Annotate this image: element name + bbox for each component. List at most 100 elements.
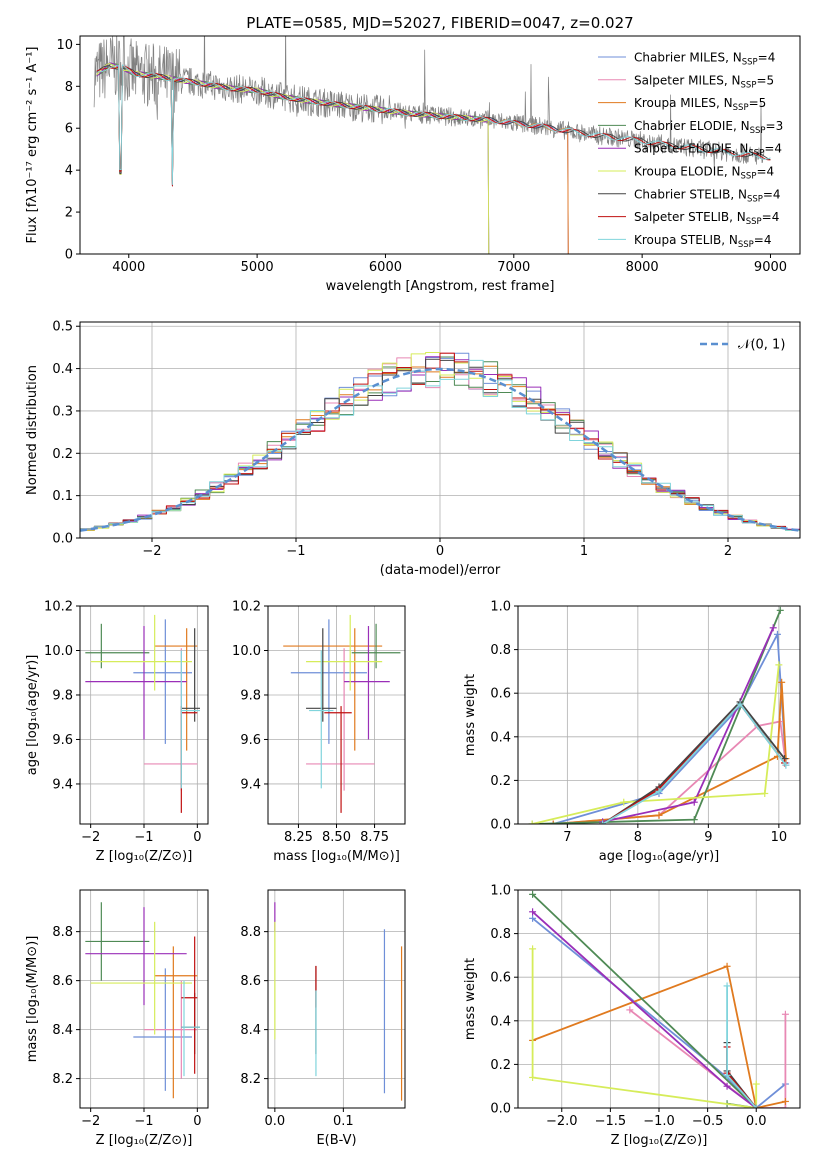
legend-label: Kroupa ELODIE, NSSP=4 [634,165,774,182]
legend-label-text: Salpeter ELODIE, N [634,142,748,156]
x-tick-label: 5000 [241,260,274,275]
model-line-kroupa_miles [96,64,569,254]
x-tick-label: 8.75 [360,830,389,845]
y-tick-label: 8.6 [240,974,261,989]
y-tick-label: 8.8 [240,925,261,940]
y-tick-label: 8.8 [52,925,73,940]
legend-label: Chabrier STELIB, NSSP=4 [634,187,781,204]
x-tick-label: 1 [580,544,588,559]
chart-mass_vs_Z: −2 −1 0 8.2 8.4 8.6 8.8 Z [log₁₀(Z/Z⊙)] mass [lo… [25,889,209,1148]
legend-label-sub: SSP [747,194,763,204]
x-tick-label: 0.1 [333,1114,354,1129]
plot-area [528,606,790,824]
y-tick-label: 9.8 [52,688,73,703]
y-tick-label: 0.0 [52,532,73,547]
legend-label-suffix: =3 [766,119,784,133]
y-tick-label: 6 [65,122,73,137]
legend-label-sub: SSP [741,80,757,90]
y-tick-label: 0.2 [490,774,511,789]
x-tick-label: 8000 [626,260,659,275]
series-line-chabrier_stelib [602,701,786,824]
series-line-kroupa_elodie [531,664,780,824]
legend-label-suffix: =4 [754,233,772,247]
legend-label-suffix: =5 [756,73,774,87]
y-tick-label: 2 [65,206,73,221]
plot-area [274,902,403,1101]
x-tick-label: −1 [134,830,153,845]
chart-age_vs_Z: −2 −1 0 9.4 9.6 9.8 10.0 10.2 Z [log₁₀(Z/Z⊙)] age… [25,600,209,864]
legend-label-sub: SSP [733,103,749,113]
y-tick-label: 8.6 [52,974,73,989]
x-tick-label: −2 [142,544,161,559]
plot-area [93,36,771,254]
x-tick-label: −1.5 [595,1114,627,1129]
legend-label-text: Chabrier MILES, N [634,51,742,65]
x-tick-label: 0 [193,1114,201,1129]
y-tick-label: 0.6 [490,687,511,702]
x-axis-label: Z [log₁₀(Z/Z⊙)] [611,1133,708,1148]
chart-age_vs_mass: 8.25 8.50 8.75 9.4 9.6 9.8 10.0 10.2 mass [log₁₀… [232,600,406,864]
legend-label: Kroupa STELIB, NSSP=4 [634,233,772,250]
x-axis-label: wavelength [Angstrom, rest frame] [326,279,555,294]
y-tick-label: 1.0 [490,884,511,899]
model-line-salpeter_miles [96,64,569,254]
axes-frame [267,889,406,1109]
legend-label-suffix: =4 [756,165,774,179]
legend-label: Chabrier ELODIE, NSSP=3 [634,119,783,136]
y-tick-label: 8.4 [240,1023,261,1038]
x-axis-label: Z [log₁₀(Z/Z⊙)] [96,1133,193,1148]
x-axis-label: age [log₁₀(age/yr)] [599,849,720,864]
y-tick-label: 0.2 [52,447,73,462]
x-tick-label: −2 [81,830,100,845]
legend-label-suffix: =4 [763,187,781,201]
chart-massweight_vs_Z: −2.0 −1.5 −1.0 −0.5 0.0 0.0 0.2 0.4 0.6 0.8 1.0 Z [… [463,884,801,1148]
y-tick-label: 9.4 [240,777,261,792]
series-line-chabrier_elodie [531,893,758,1108]
series-line-kroupa_elodie [531,948,758,1108]
y-axis-label: Normed distribution [25,365,40,495]
y-tick-label: 4 [65,164,73,179]
y-tick-label: 0.4 [52,362,73,377]
x-axis-label: E(B-V) [316,1133,356,1148]
x-tick-label: −0.5 [692,1114,724,1129]
y-tick-label: 10.0 [44,644,73,659]
series-line-kroupa_miles [532,965,786,1108]
y-axis-label: mass [log₁₀(M/M⊙)] [25,936,40,1063]
legend-label-text: Salpeter STELIB, N [634,210,746,224]
plot-area [283,614,401,813]
y-tick-label: 0.2 [490,1058,511,1073]
legend-label: Salpeter STELIB, NSSP=4 [634,210,779,227]
plot-area [85,614,200,813]
legend-label-suffix: =4 [758,51,776,65]
y-axis-label: mass weight [463,674,478,756]
chart-spectrum: 4000 5000 6000 7000 8000 9000 0 2 4 6 8 10 wavelengt… [25,35,801,294]
y-tick-label: 1.0 [490,600,511,615]
series-line-salpeter_elodie [602,627,775,823]
y-tick-label: 9.8 [240,688,261,703]
model-line-kroupa_stelib [96,64,771,185]
legend-label-text: Chabrier ELODIE, N [634,119,750,133]
y-tick-label: 0.1 [52,489,73,504]
x-tick-label: 2 [724,544,732,559]
legend-label-sub: SSP [750,126,766,136]
y-axis-label: mass weight [463,958,478,1040]
x-tick-label: 7000 [497,260,530,275]
y-tick-label: 9.6 [52,733,73,748]
legend-label: Salpeter MILES, NSSP=5 [634,73,774,90]
x-tick-label: 9 [704,830,712,845]
legend-label: Kroupa MILES, NSSP=5 [634,96,766,113]
y-tick-label: 8 [65,80,73,95]
y-tick-label: 8.4 [52,1023,73,1038]
x-tick-label: −2.0 [546,1114,578,1129]
legend-label-sub: SSP [746,217,762,227]
series-line-salpeter_stelib [726,1047,757,1108]
spectrum-title: PLATE=0585, MJD=52027, FIBERID=0047, z=0… [246,14,633,32]
x-tick-label: 8 [634,830,642,845]
legend-label-sub: SSP [741,172,757,182]
legend-label: 𝒩(0, 1) [738,338,785,353]
y-tick-label: 8.2 [52,1072,73,1087]
legend-label-text: Kroupa ELODIE, N [634,165,741,179]
x-axis-label: Z [log₁₀(Z/Z⊙)] [96,849,193,864]
series-line-salpeter_miles [629,1009,787,1108]
